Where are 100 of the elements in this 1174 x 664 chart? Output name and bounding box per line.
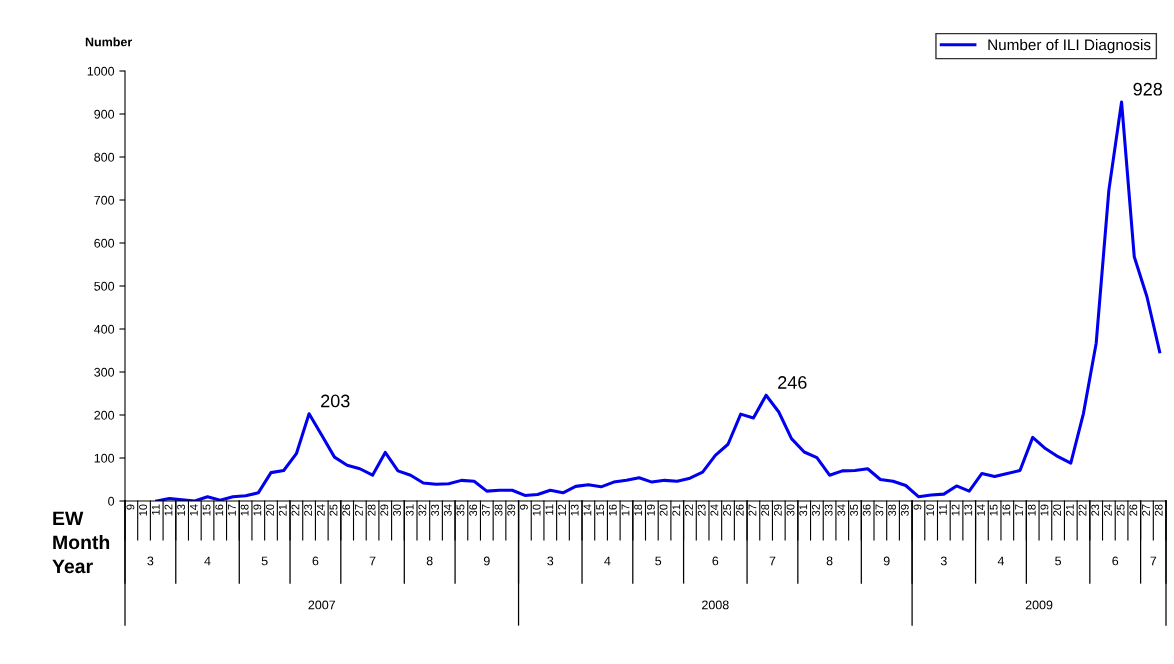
y-tick-label: 500	[94, 281, 115, 291]
x-tick-label: 27	[748, 504, 757, 516]
y-tick-label: 800	[94, 152, 115, 162]
x-tick-label: 21	[1065, 504, 1074, 516]
text: 7	[369, 556, 376, 566]
x-tick-label: 37	[481, 504, 490, 516]
text: 6	[712, 556, 719, 566]
y-tick-label: 1000	[87, 66, 115, 76]
x-tick-label: 11	[939, 504, 947, 515]
x-tick-label: 26	[735, 504, 744, 516]
x-tick-label: 25	[329, 504, 338, 516]
data-label: 246	[778, 376, 807, 389]
x-tick-label: 17	[228, 504, 236, 516]
line-series	[155, 100, 1162, 501]
x-tick-label: 29	[773, 504, 782, 516]
x-tick-label: 14	[583, 504, 592, 516]
x-tick-label: 10	[532, 504, 541, 516]
y-tick-label: 200	[94, 410, 115, 420]
x-tick-label: 19	[253, 504, 262, 516]
x-tick-label: 15	[989, 504, 998, 516]
text: 7	[1150, 556, 1157, 566]
text: 9	[483, 556, 490, 566]
y-tick-label: 600	[94, 238, 115, 248]
text: 8	[826, 556, 833, 566]
text: 2009	[1025, 600, 1053, 610]
x-tick-label: 27	[1142, 504, 1150, 516]
x-tick-label: 23	[304, 504, 313, 516]
x-tick-label: 11	[545, 504, 554, 515]
x-tick-label: 32	[812, 504, 820, 516]
x-tick-label: 10	[926, 504, 935, 516]
x-tick-label: 28	[367, 504, 376, 516]
data-label: 928	[1133, 82, 1163, 96]
x-tick-label: 33	[824, 504, 833, 516]
text: 4	[204, 556, 211, 566]
x-tick-label: 22	[685, 504, 693, 516]
text: 4	[997, 556, 1005, 566]
x-tick-label: 19	[646, 504, 655, 516]
x-tick-label: 26	[1129, 504, 1138, 516]
x-tick-label: 24	[710, 504, 719, 516]
x-tick-label: 20	[659, 504, 668, 516]
x-tick-label: 31	[405, 504, 414, 516]
x-tick-label: 16	[215, 504, 224, 516]
text: 6	[1112, 556, 1119, 566]
text: 3	[547, 556, 554, 566]
text: Month	[53, 534, 110, 550]
x-tick-label: 16	[1002, 504, 1011, 516]
text: 2007	[308, 600, 336, 610]
x-tick-label: 20	[266, 504, 274, 516]
x-tick-label: 36	[862, 504, 871, 516]
x-tick-label: 22	[291, 504, 300, 516]
x-tick-label: 11	[151, 504, 160, 515]
x-tick-label: 24	[316, 504, 325, 516]
x-tick-label: 28	[1154, 504, 1163, 516]
x-tick-label: 18	[634, 504, 643, 516]
x-tick-label: 38	[888, 504, 897, 516]
x-tick-label: 20	[1053, 504, 1062, 516]
y-tick-label: 0	[108, 496, 115, 506]
x-tick-label: 32	[418, 504, 427, 516]
x-tick-label: 12	[558, 504, 566, 516]
x-tick-label: 28	[761, 504, 770, 516]
x-tick-label: 16	[608, 504, 617, 516]
x-tick-label: 37	[875, 504, 884, 516]
x-tick-label: 15	[202, 504, 211, 516]
text: 6	[312, 556, 319, 566]
x-tick-label: 22	[1078, 504, 1087, 516]
x-tick-label: 9	[126, 504, 135, 510]
x-tick-label: 39	[507, 504, 516, 516]
x-tick-label: 24	[1103, 504, 1112, 516]
x-tick-label: 15	[596, 504, 605, 516]
text: 4	[604, 556, 611, 566]
y-tick-label: 700	[94, 195, 115, 205]
x-tick-label: 21	[672, 504, 681, 516]
x-tick-label: 30	[786, 504, 795, 516]
text: 8	[426, 556, 433, 566]
y-tick-label: 400	[94, 324, 115, 334]
text: Year	[52, 559, 93, 574]
x-tick-label: 25	[1116, 504, 1125, 516]
x-tick-label: 19	[1040, 504, 1049, 516]
text: 3	[147, 556, 154, 566]
x-tick-label: 38	[494, 504, 503, 516]
x-tick-label: 36	[469, 504, 478, 516]
x-tick-label: 9	[520, 504, 528, 510]
data-label: 203	[321, 394, 350, 408]
x-tick-label: 17	[621, 504, 630, 516]
x-tick-label: 31	[799, 504, 808, 516]
x-tick-label: 39	[900, 504, 909, 516]
x-tick-label: 34	[443, 504, 452, 516]
y-tick-label: 300	[94, 367, 115, 377]
text: 9	[883, 556, 890, 566]
x-tick-label: 34	[837, 504, 846, 516]
y-axis-title: Number	[85, 37, 133, 47]
x-tick-label: 35	[456, 504, 465, 516]
y-tick-label: 100	[94, 453, 115, 463]
x-tick-label: 13	[177, 504, 186, 516]
legend-label: Number of ILI Diagnosis	[988, 38, 1151, 54]
x-tick-label: 9	[913, 504, 922, 510]
x-tick-label: 21	[278, 504, 287, 516]
x-tick-label: 33	[431, 504, 440, 516]
x-tick-label: 14	[977, 504, 985, 516]
text: 5	[655, 556, 662, 566]
